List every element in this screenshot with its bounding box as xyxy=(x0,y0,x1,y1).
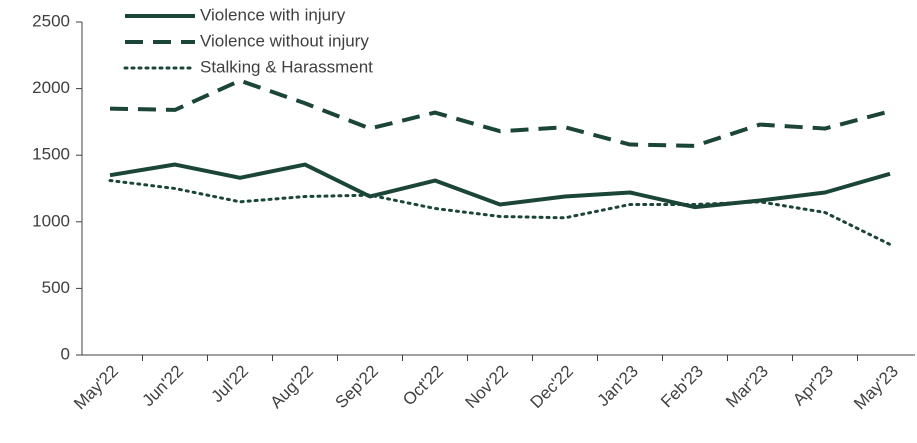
x-tick-label: Jul'22 xyxy=(208,362,252,406)
y-tick-label: 2500 xyxy=(32,11,70,30)
x-tick-label: May'23 xyxy=(850,362,902,414)
x-tick-label: Oct'22 xyxy=(399,362,447,410)
series-line xyxy=(109,78,891,148)
series-line xyxy=(109,162,891,210)
legend-label: Violence without injury xyxy=(200,31,369,50)
legend-label: Stalking & Harassment xyxy=(200,57,373,76)
x-tick-label: Jun'22 xyxy=(139,362,187,410)
y-tick-label: 1000 xyxy=(32,211,70,230)
y-tick-label: 1500 xyxy=(32,145,70,164)
x-tick-label: Feb'23 xyxy=(657,362,707,412)
x-tick-label: Jan'23 xyxy=(594,362,642,410)
x-tick-label: Sep'22 xyxy=(332,362,382,412)
x-tick-label: Nov'22 xyxy=(462,362,512,412)
y-tick-label: 500 xyxy=(42,278,70,297)
series-line xyxy=(108,179,892,246)
x-tick-label: Apr'23 xyxy=(789,362,837,410)
x-tick-label: Dec'22 xyxy=(527,362,577,412)
y-tick-label: 2000 xyxy=(32,78,70,97)
x-tick-label: May'22 xyxy=(70,362,122,414)
x-tick-label: Mar'23 xyxy=(722,362,772,412)
x-tick-label: Aug'22 xyxy=(267,362,317,412)
legend-label: Violence with injury xyxy=(200,5,346,24)
y-tick-label: 0 xyxy=(61,344,70,363)
